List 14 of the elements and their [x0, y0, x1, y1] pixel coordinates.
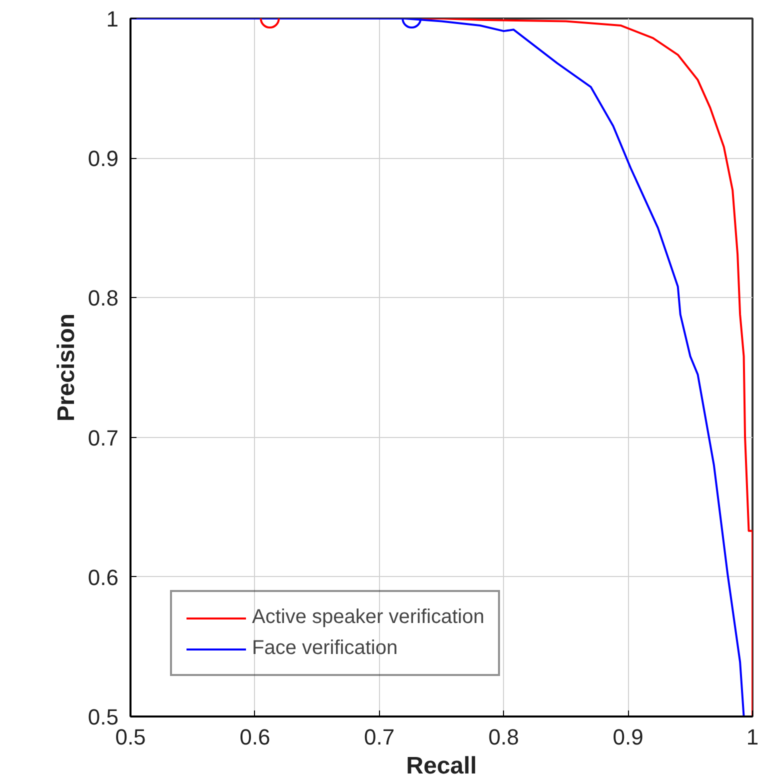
y-axis-title: Precision [52, 313, 80, 422]
y-tick-label: 0.8 [88, 286, 119, 311]
x-tick-label: 0.8 [488, 724, 519, 750]
x-tick-label: 0.7 [364, 724, 395, 750]
y-tick-label: 1 [106, 6, 119, 32]
x-tick-label: 0.6 [240, 724, 270, 750]
y-tick-label: 0.9 [88, 146, 119, 172]
legend-label: Face verification [252, 637, 398, 660]
y-tick-label: 0.7 [88, 425, 119, 450]
y-tick-label: 0.6 [88, 564, 119, 590]
x-tick-label: 1 [746, 724, 759, 750]
x-axis-title: Recall [406, 752, 477, 780]
x-tick-label: 0.9 [612, 724, 644, 750]
legend-label: Active speaker verification [252, 606, 484, 629]
